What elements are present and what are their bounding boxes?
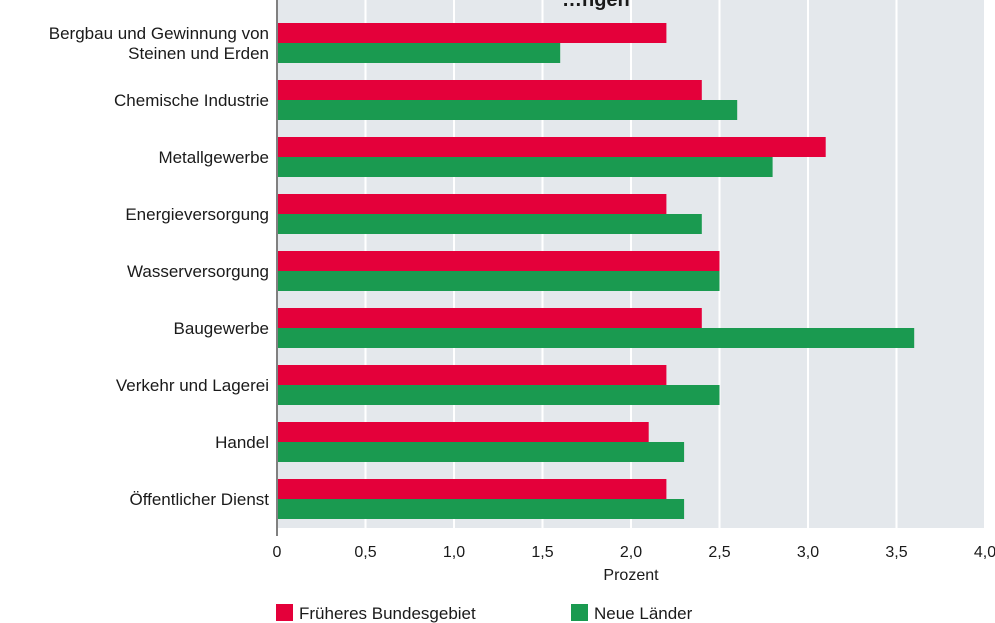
category-label-line: Wasserversorgung [127,262,269,281]
legend-swatch [571,604,588,621]
bar-frueheres-bundesgebiet [277,80,702,100]
bar-neue-laender [277,271,720,291]
x-tick-label: 0,5 [354,544,376,561]
x-tick-label: 3,5 [885,544,907,561]
category-label: Baugewerbe [174,319,269,338]
bar-frueheres-bundesgebiet [277,194,666,214]
category-label-line: Handel [215,433,269,452]
bar-frueheres-bundesgebiet [277,422,649,442]
category-label-line: Baugewerbe [174,319,269,338]
bar-neue-laender [277,385,720,405]
legend-label: Neue Länder [594,604,693,623]
category-label: Bergbau und Gewinnung von Steinen und Erd… [49,24,269,63]
legend-label: Früheres Bundesgebiet [299,604,476,623]
category-label-line: Bergbau und Gewinnung von [49,24,269,43]
x-tick-label: 2,0 [620,544,642,561]
chart-title: …ngen [562,0,630,11]
category-labels: Bergbau und Gewinnung von Steinen und Erd… [49,24,270,509]
category-label-line: Öffentlicher Dienst [129,490,269,509]
bar-neue-laender [277,157,773,177]
category-label-line: Energieversorgung [125,205,269,224]
category-label: Öffentlicher Dienst [129,490,269,509]
x-tick-label: 1,0 [443,544,465,561]
x-tick-label: 3,0 [797,544,819,561]
category-label: Handel [215,433,269,452]
category-label: Chemische Industrie [114,91,269,110]
category-label-line: Metallgewerbe [158,148,269,167]
bar-frueheres-bundesgebiet [277,308,702,328]
bar-neue-laender [277,328,914,348]
legend: Früheres Bundesgebiet Neue Länder [276,604,693,623]
category-label: Metallgewerbe [158,148,269,167]
x-tick-label: 4,0 [974,544,995,561]
bar-neue-laender [277,214,702,234]
category-label-line: Steinen und Erden [128,44,269,63]
bar-frueheres-bundesgebiet [277,365,666,385]
bar-frueheres-bundesgebiet [277,251,720,271]
x-tick-labels: 0 0,5 1,0 1,5 2,0 2,5 3,0 3,5 4,0 [273,544,995,561]
bar-neue-laender [277,499,684,519]
category-label-line: Verkehr und Lagerei [116,376,269,395]
x-tick-label: 2,5 [708,544,730,561]
category-label: Energieversorgung [125,205,269,224]
bar-frueheres-bundesgebiet [277,23,666,43]
category-label-line: Chemische Industrie [114,91,269,110]
bar-frueheres-bundesgebiet [277,137,826,157]
bar-neue-laender [277,100,737,120]
category-label: Verkehr und Lagerei [116,376,269,395]
bar-neue-laender [277,43,560,63]
bar-frueheres-bundesgebiet [277,479,666,499]
category-label: Wasserversorgung [127,262,269,281]
legend-swatch [276,604,293,621]
x-axis-title: Prozent [603,567,659,584]
x-tick-label: 0 [273,544,282,561]
bar-neue-laender [277,442,684,462]
x-tick-label: 1,5 [531,544,553,561]
